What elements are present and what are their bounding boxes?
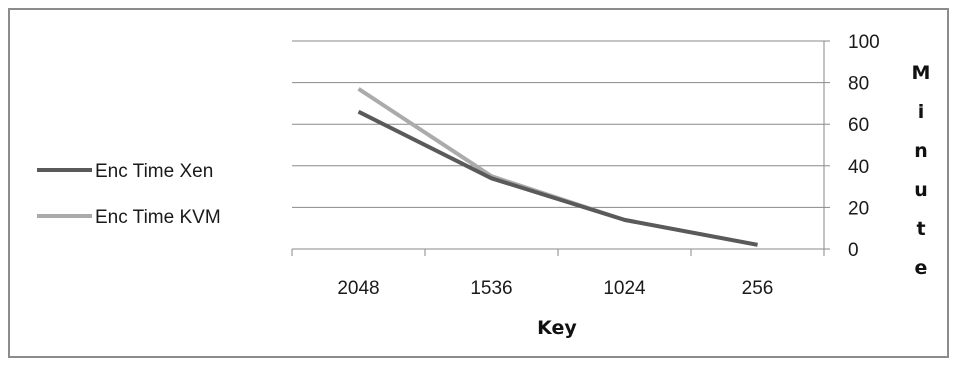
y-axis-title-letter: u	[914, 179, 928, 201]
series-line-1	[357, 87, 758, 247]
y-tick-label: 20	[848, 198, 869, 219]
y-axis-title-letter: M	[912, 62, 931, 84]
y-tick-label: 80	[848, 74, 869, 95]
y-axis-title-letter: t	[916, 218, 925, 240]
x-tick-label: 2048	[337, 278, 379, 299]
x-tick-label: 256	[742, 278, 774, 299]
gridlines	[292, 40, 824, 208]
y-axis-title-letter: n	[914, 140, 928, 162]
y-axis-title-letter: e	[915, 257, 928, 279]
y-tick-labels: 0 20 40 60 80 100	[848, 32, 880, 261]
legend-label: Enc Time Xen	[95, 161, 213, 182]
y-tick-label: 100	[848, 32, 880, 53]
y-axis-title-letter: i	[918, 101, 925, 123]
x-tick-labels: 2048 1536 1024 256	[337, 278, 773, 299]
x-tick-label: 1536	[470, 278, 512, 299]
legend-label: Enc Time KVM	[95, 207, 221, 228]
y-tick-label: 60	[848, 115, 869, 136]
series-lines	[357, 87, 758, 247]
y-tick-label: 40	[848, 157, 869, 178]
axes	[291, 40, 830, 256]
legend: Enc Time Xen Enc Time KVM	[37, 161, 221, 228]
x-axis-title: Key	[537, 317, 577, 339]
chart-frame	[8, 8, 949, 358]
x-tick-label: 1024	[603, 278, 646, 299]
y-tick-label: 0	[848, 240, 859, 261]
series-line-0	[357, 109, 758, 247]
